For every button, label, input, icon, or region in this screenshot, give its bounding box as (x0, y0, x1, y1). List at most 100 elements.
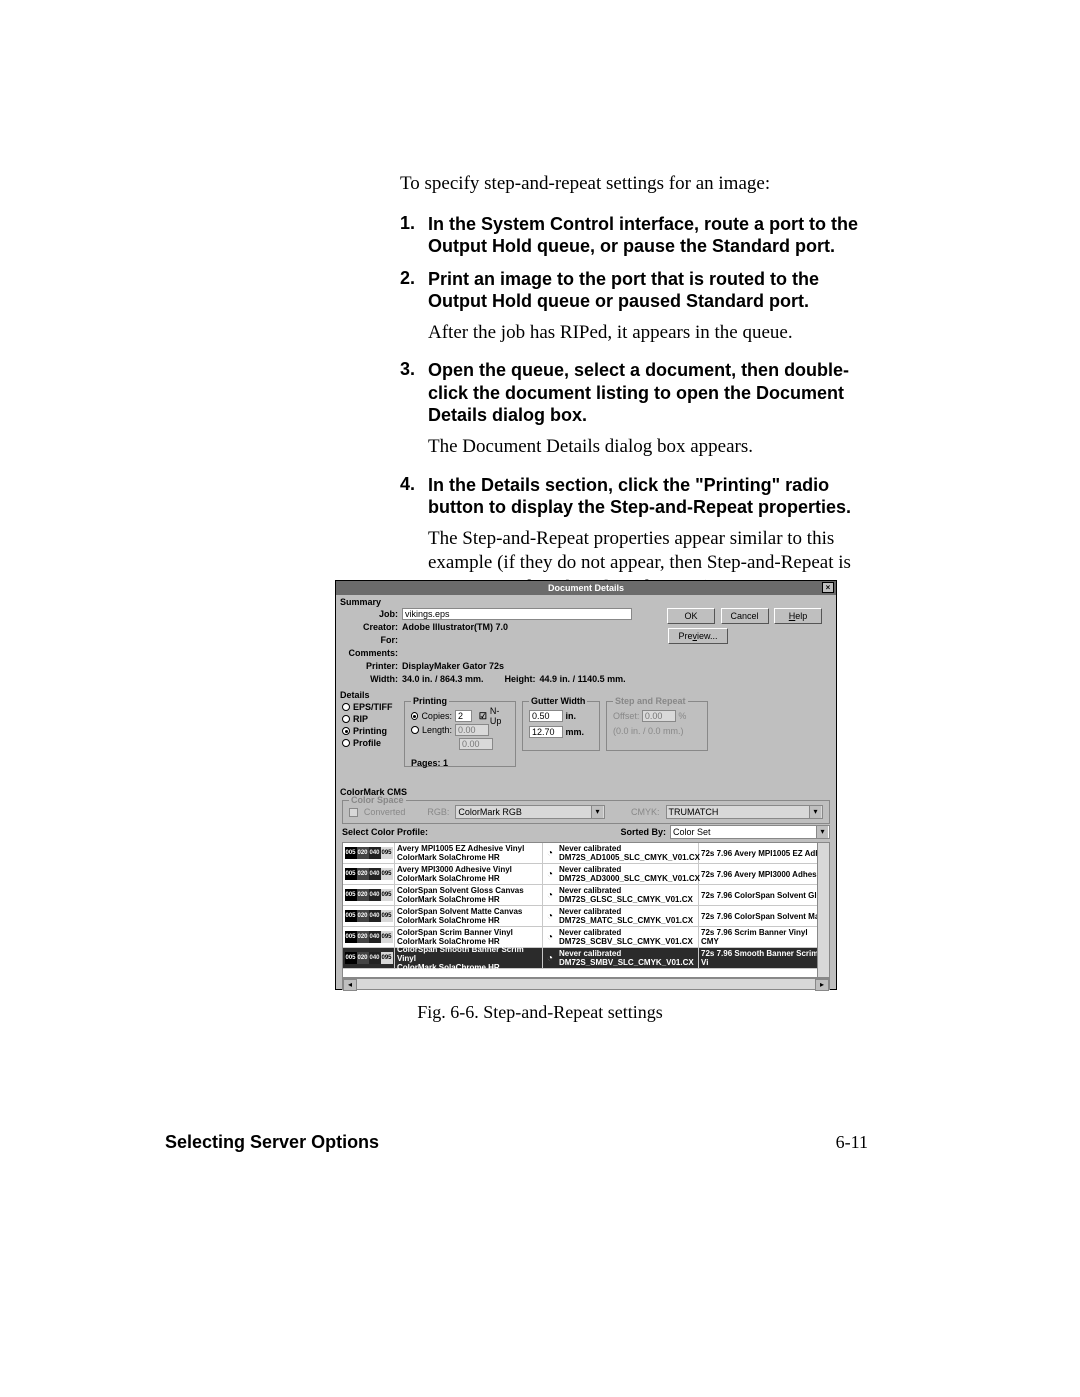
profile-colorset: 72s 7.96 Avery MPI3000 Adhesiv (699, 864, 829, 884)
cancel-button[interactable]: Cancel (721, 608, 769, 624)
radio-printing[interactable]: Printing (342, 725, 404, 737)
profile-media: Avery MPI1005 EZ Adhesive VinylColorMark… (395, 843, 543, 863)
profile-media: ColorSpan Solvent Gloss CanvasColorMark … (395, 885, 543, 905)
profile-calibration: Never calibratedDM72S_AD1005_SLC_CMYK_V0… (557, 843, 699, 863)
offset-input[interactable]: 0.00 (642, 710, 676, 722)
profile-row[interactable]: 005020040095ColorSpan Smooth Banner Scri… (343, 948, 829, 969)
step-3-body: The Document Details dialog box appears. (428, 435, 868, 460)
width-label: Width: (342, 674, 402, 684)
help-button[interactable]: Help (774, 608, 822, 624)
length-in-input[interactable]: 0.00 (455, 724, 489, 736)
ink-chip: 040 (369, 847, 381, 859)
ink-chip: 040 (369, 868, 381, 880)
close-icon[interactable]: × (822, 582, 834, 593)
converted-label: Converted (364, 807, 406, 817)
radio-on-icon (342, 727, 350, 735)
profile-calibration: Never calibratedDM72S_MATC_SLC_CMYK_V01.… (557, 906, 699, 926)
creator-label: Creator: (342, 622, 402, 632)
preview-button[interactable]: Preview... (668, 628, 728, 644)
offset-hint: (0.0 in. / 0.0 mm.) (613, 726, 701, 736)
calibration-icon: ◔ (543, 843, 557, 863)
profile-row[interactable]: 005020040095Avery MPI1005 EZ Adhesive Vi… (343, 843, 829, 864)
height-value: 44.9 in. / 1140.5 mm. (540, 674, 626, 684)
profile-media: ColorSpan Smooth Banner Scrim VinylColor… (395, 948, 543, 968)
ok-button[interactable]: OK (667, 608, 715, 624)
ink-chip: 020 (357, 931, 369, 943)
color-space-group: Color Space Converted RGB: ColorMark RGB… (342, 800, 830, 824)
profile-calibration: Never calibratedDM72S_GLSC_SLC_CMYK_V01.… (557, 885, 699, 905)
step-1-heading: In the System Control interface, route a… (428, 213, 868, 258)
profile-row[interactable]: 005020040095Avery MPI3000 Adhesive Vinyl… (343, 864, 829, 885)
height-label: Height: (484, 674, 540, 684)
ink-swatches: 005020040095 (343, 864, 395, 884)
rgb-label: RGB: (427, 807, 449, 817)
radio-profile[interactable]: Profile (342, 737, 404, 749)
gutter-legend: Gutter Width (529, 696, 587, 706)
radio-off-icon (411, 726, 419, 734)
gutter-in-label: in. (566, 711, 577, 721)
ink-chip: 005 (345, 868, 357, 880)
copies-input[interactable]: 2 (455, 710, 472, 722)
figure-caption: Fig. 6-6. Step-and-Repeat settings (0, 1002, 1080, 1023)
ink-chip: 005 (345, 847, 357, 859)
job-input[interactable]: vikings.eps (402, 608, 632, 620)
profile-calibration: Never calibratedDM72S_SCBV_SLC_CMYK_V01.… (557, 927, 699, 947)
profile-colorset: 72s 7.96 Scrim Banner Vinyl CMY (699, 927, 829, 947)
radio-off-icon (342, 739, 350, 747)
ink-chip: 020 (357, 847, 369, 859)
length-mm-input[interactable]: 0.00 (459, 738, 493, 750)
profile-row[interactable]: 005020040095ColorSpan Solvent Gloss Canv… (343, 885, 829, 906)
ink-chip: 005 (345, 910, 357, 922)
profile-media: ColorSpan Solvent Matte CanvasColorMark … (395, 906, 543, 926)
comments-label: Comments: (342, 648, 402, 658)
document-details-dialog: Document Details × Summary OK Cancel Hel… (335, 580, 837, 990)
ink-chip: 040 (369, 952, 381, 964)
profile-colorset: 72s 7.96 Smooth Banner Scrim Vi (699, 948, 829, 968)
step-3-heading: Open the queue, select a document, then … (428, 359, 868, 427)
converted-checkbox[interactable] (349, 808, 358, 817)
horizontal-scrollbar[interactable] (342, 978, 830, 990)
sorted-by-dropdown[interactable]: Color Set (670, 825, 830, 839)
page: To specify step-and-repeat settings for … (0, 0, 1080, 1397)
calibration-icon: ◔ (543, 906, 557, 926)
ink-chip: 095 (381, 931, 393, 943)
gutter-mm-input[interactable]: 12.70 (529, 726, 563, 738)
color-space-legend: Color Space (349, 795, 406, 805)
step-2-body: After the job has RIPed, it appears in t… (428, 321, 868, 346)
calibration-icon: ◔ (543, 885, 557, 905)
nup-label: N-Up (490, 706, 509, 726)
gutter-group: Gutter Width 0.50 in. 12.70 mm. (522, 701, 600, 751)
profile-list[interactable]: 005020040095Avery MPI1005 EZ Adhesive Vi… (342, 842, 830, 978)
ink-chip: 005 (345, 889, 357, 901)
rgb-dropdown[interactable]: ColorMark RGB (455, 805, 605, 819)
calibration-icon: ◔ (543, 927, 557, 947)
cmyk-label: CMYK: (631, 807, 660, 817)
profile-row[interactable]: 005020040095ColorSpan Solvent Matte Canv… (343, 906, 829, 927)
profile-calibration: Never calibratedDM72S_SMBV_SLC_CMYK_V01.… (557, 948, 699, 968)
footer-left: Selecting Server Options (165, 1132, 379, 1153)
ink-swatches: 005020040095 (343, 948, 395, 968)
job-label: Job: (342, 609, 402, 619)
vertical-scrollbar[interactable] (817, 843, 829, 977)
cmyk-dropdown[interactable]: TRUMATCH (666, 805, 823, 819)
length-label: Length: (422, 725, 452, 735)
details-groups: Printing Copies: 2 ☑ N-Up Length: 0.00 (404, 701, 714, 767)
ink-swatches: 005020040095 (343, 885, 395, 905)
printer-label: Printer: (342, 661, 402, 671)
ink-chip: 005 (345, 931, 357, 943)
ink-chip: 095 (381, 868, 393, 880)
radio-printing-label: Printing (353, 726, 387, 736)
ink-swatches: 005020040095 (343, 927, 395, 947)
radio-rip-label: RIP (353, 714, 368, 724)
for-label: For: (342, 635, 402, 645)
select-profile-row: Select Color Profile: Sorted By: Color S… (336, 824, 836, 840)
radio-rip[interactable]: RIP (342, 713, 404, 725)
gutter-in-input[interactable]: 0.50 (529, 710, 563, 722)
ink-chip: 020 (357, 910, 369, 922)
radio-epstiff[interactable]: EPS/TIFF (342, 701, 404, 713)
width-value: 34.0 in. / 864.3 mm. (402, 674, 484, 684)
ink-chip: 040 (369, 931, 381, 943)
ink-chip: 040 (369, 910, 381, 922)
step-2-heading: Print an image to the port that is route… (428, 268, 868, 313)
creator-value: Adobe Illustrator(TM) 7.0 (402, 622, 508, 632)
